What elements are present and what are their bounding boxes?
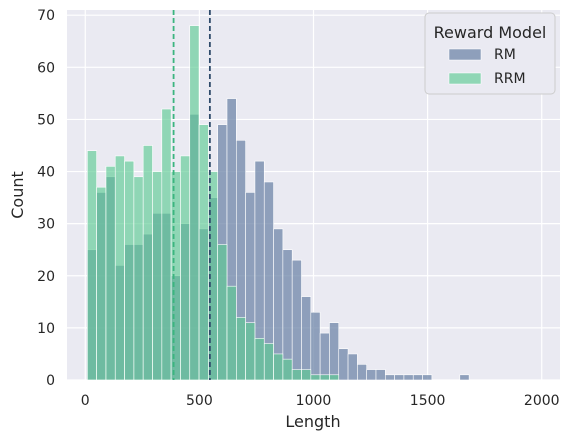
y-tick-label: 40 (37, 165, 55, 181)
x-tick-label: 0 (81, 393, 90, 409)
bar-rm (347, 353, 358, 381)
legend: Reward Model RM RRM (424, 12, 556, 95)
mean-lines (172, 10, 211, 380)
y-tick-label: 30 (37, 217, 55, 233)
bar-rm (459, 374, 470, 381)
bar-rrm (133, 176, 144, 381)
bar-rm (385, 374, 395, 381)
x-tick-label: 1000 (296, 393, 332, 409)
bar-rrm (198, 124, 209, 381)
y-tick-label: 10 (37, 321, 55, 337)
series-rrm-bars (87, 25, 340, 381)
bar-rm (338, 348, 349, 381)
bar-rrm (226, 285, 237, 381)
x-tick-label: 1500 (410, 393, 446, 409)
bar-rm (329, 322, 340, 381)
y-tick-label: 50 (37, 112, 55, 128)
x-tick-label: 2000 (524, 393, 560, 409)
bar-rm (310, 311, 321, 381)
bar-rrm (87, 150, 97, 381)
bar-rrm (301, 369, 312, 381)
y-tick-label: 60 (37, 60, 55, 76)
bar-rrm (96, 186, 107, 381)
y-tick-labels: 0 10 20 30 40 50 60 70 (37, 8, 55, 389)
bar-rrm (319, 374, 330, 381)
bar-rrm (152, 171, 163, 381)
y-tick-label: 20 (37, 269, 55, 285)
y-tick-label: 70 (37, 8, 55, 24)
bar-rm (422, 374, 433, 381)
bar-rm (291, 259, 302, 381)
bar-rrm (236, 317, 246, 381)
bar-rm (394, 374, 405, 381)
bar-rrm (254, 338, 265, 381)
x-tick-labels: 0 500 1000 1500 2000 (81, 393, 560, 409)
bar-rm (301, 296, 312, 381)
bar-rrm (329, 374, 340, 381)
y-axis-label: Count (8, 171, 27, 219)
x-axis-label: Length (285, 412, 340, 431)
legend-label-rm: RM (494, 47, 516, 63)
legend-swatch-rm (448, 48, 482, 61)
bar-rrm (217, 244, 228, 381)
bar-rrm (114, 155, 125, 381)
bar-rrm (282, 358, 293, 381)
legend-swatch-rrm (448, 72, 482, 85)
bar-rm (366, 369, 377, 381)
bar-rrm (310, 374, 321, 381)
bar-rrm (142, 145, 153, 381)
bar-rrm (161, 108, 172, 381)
bar-rm (319, 332, 330, 381)
bar-rrm (170, 171, 181, 381)
bar-rrm (245, 322, 256, 381)
x-tick-label: 500 (186, 393, 213, 409)
legend-title: Reward Model (434, 23, 547, 42)
bar-rm (403, 374, 414, 381)
bar-rrm (180, 155, 191, 381)
bar-rrm (124, 160, 135, 381)
bar-rrm (263, 343, 274, 381)
bar-rrm (105, 166, 116, 381)
bar-rm (412, 374, 423, 381)
bar-rm (357, 364, 367, 381)
legend-label-rrm: RRM (494, 71, 526, 87)
bar-rrm (291, 369, 302, 381)
bar-rm (375, 369, 386, 381)
y-tick-label: 0 (46, 373, 55, 389)
bar-rrm (273, 353, 284, 381)
bar-rrm (189, 25, 200, 381)
